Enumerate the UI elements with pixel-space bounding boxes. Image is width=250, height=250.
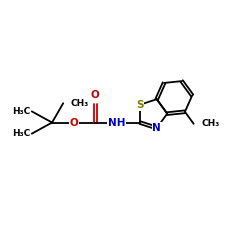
- Text: CH₃: CH₃: [201, 119, 219, 128]
- Text: H₃C: H₃C: [12, 129, 30, 138]
- Text: O: O: [70, 118, 78, 128]
- Text: N: N: [152, 123, 161, 133]
- Text: H₃C: H₃C: [12, 107, 30, 116]
- Text: NH: NH: [108, 118, 125, 128]
- Text: O: O: [91, 90, 100, 100]
- Text: S: S: [136, 100, 143, 110]
- Text: CH₃: CH₃: [70, 99, 89, 108]
